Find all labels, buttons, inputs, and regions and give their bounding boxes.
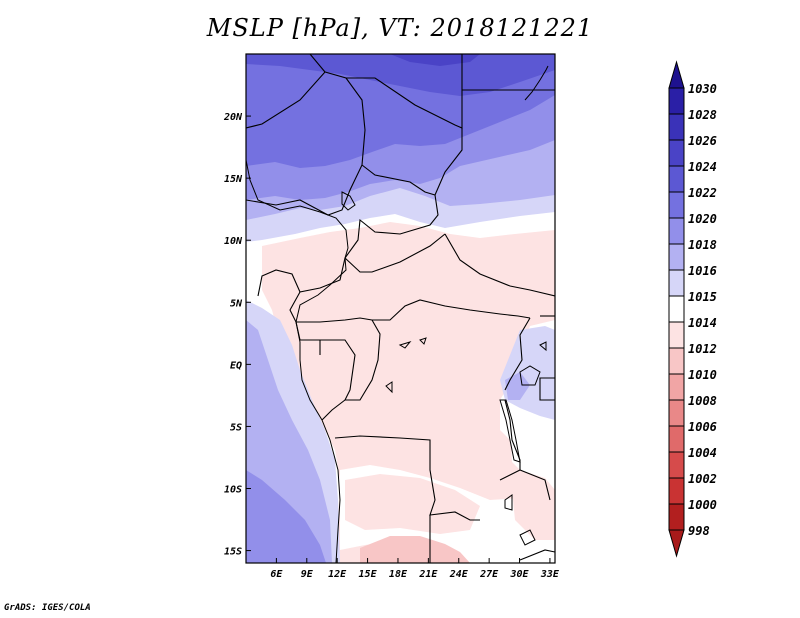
colorbar-swatch: [668, 373, 685, 401]
colorbar-label: 1028: [688, 108, 717, 122]
grads-credit: GrADS: IGES/COLA: [4, 603, 91, 613]
colorbar-label: 1024: [688, 160, 717, 174]
lon-tick-label: 12E: [328, 569, 347, 580]
colorbar-label: 1010: [688, 368, 717, 382]
colorbar-label: 1002: [688, 472, 717, 486]
coastline: [246, 159, 349, 563]
colorbar-bottom-arrow: [668, 529, 685, 558]
colorbar-swatch: [668, 295, 685, 323]
lat-tick-label: 15N: [224, 174, 243, 185]
lon-tick-label: 18E: [389, 569, 408, 580]
colorbar-swatch: [668, 191, 685, 219]
colorbar-label: 1006: [688, 420, 717, 434]
lon-tick-label: 15E: [359, 569, 378, 580]
lon-tick-label: 33E: [540, 569, 560, 580]
lat-tick-label: 10S: [224, 485, 242, 496]
colorbar-swatch: [668, 87, 685, 115]
lat-tick-label: 5S: [230, 422, 242, 433]
colorbar-top-arrow: [668, 60, 685, 89]
lat-tick-label: 15S: [224, 547, 242, 558]
lakes: [385, 337, 547, 546]
lon-tick-label: 6E: [270, 569, 283, 580]
colorbar-label: 1030: [688, 82, 717, 96]
colorbar-label: 1012: [688, 342, 717, 356]
colorbar-swatch: [668, 503, 685, 531]
lon-tick-label: 27E: [479, 569, 499, 580]
colorbar-label: 1000: [688, 498, 717, 512]
lat-tick-label: 5N: [230, 298, 243, 309]
colorbar-label: 1004: [688, 446, 717, 460]
colorbar-label: 1008: [688, 394, 717, 408]
field-1016-east-patch: [505, 372, 530, 400]
field-1012-south-patch: [345, 474, 480, 534]
pressure-map: 6E 9E 12E 15E 18E 21E 24E 27E 30E 33E 20N 15N 10N 5N…: [223, 53, 717, 580]
colorbar-swatch: [668, 243, 685, 271]
colorbar-swatch: [668, 425, 685, 453]
colorbar-swatch: [668, 165, 685, 193]
lon-tick-label: 30E: [510, 569, 530, 580]
colorbar-label: 1020: [688, 212, 717, 226]
colorbar-swatch: [668, 113, 685, 141]
colorbar-label: 1016: [688, 264, 717, 278]
lat-tick-label: 10N: [224, 236, 243, 247]
colorbar-swatch: [668, 321, 685, 349]
colorbar-swatch: [668, 217, 685, 245]
colorbar-label: 1015: [688, 290, 717, 304]
field-1012-east-patch: [512, 470, 555, 540]
colorbar-swatch: [668, 269, 685, 297]
map-title: MSLP [hPa], VT: 2018121221: [206, 14, 594, 42]
lat-tick-label: EQ: [230, 360, 242, 371]
lake-chad: [341, 191, 356, 211]
colorbar-swatch: [668, 347, 685, 375]
lat-tick-label: 20N: [223, 112, 243, 123]
field-1020-coast-contour: [246, 470, 326, 563]
lon-tick-label: 9E: [301, 569, 314, 580]
lon-tick-label: 21E: [418, 569, 438, 580]
colorbar-label: 1022: [688, 186, 717, 200]
lon-tick-label: 24E: [449, 569, 469, 580]
colorbar-swatch: [668, 451, 685, 479]
field-1014-southeast: [510, 420, 555, 490]
longitude-ticks: 6E 9E 12E 15E 18E 21E 24E 27E 30E 33E: [270, 558, 560, 580]
red-sea-coast: [524, 65, 549, 101]
field-1026-contour: [390, 54, 480, 66]
field-1010-south-patch: [360, 536, 470, 563]
field-1012-contour: [262, 222, 555, 563]
colorbar-label: 1018: [688, 238, 717, 252]
colorbar-swatch: [668, 477, 685, 505]
map-field: [246, 54, 555, 563]
colorbar-label: 1014: [688, 316, 717, 330]
colorbar-swatch: [668, 399, 685, 427]
colorbar-label: 1026: [688, 134, 717, 148]
field-1024-contour: [246, 54, 555, 96]
colorbar-swatch: [668, 139, 685, 167]
colorbar-label: 998: [688, 524, 710, 538]
colorbar: 1030 1028 1026 1024 1022 1020 1018 1016 1015 1014…: [668, 60, 717, 558]
map-frame: [245, 53, 556, 564]
latitude-ticks: 20N 15N 10N 5N EQ 5S 10S 15S: [223, 112, 251, 558]
